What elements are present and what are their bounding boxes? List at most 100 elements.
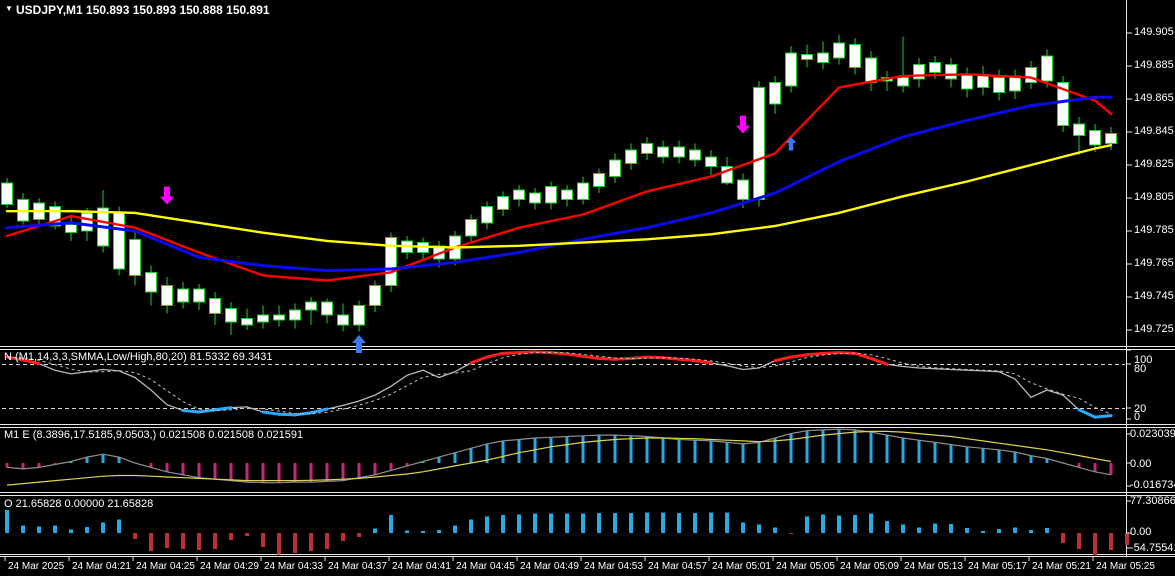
oscillator-bar [725, 512, 729, 533]
macd-histogram-bar [613, 435, 617, 463]
macd-histogram-bar [101, 454, 105, 463]
stoch-colored-segment [773, 355, 793, 363]
oscillator-bar [597, 512, 601, 533]
candle-body [769, 82, 781, 105]
stoch-colored-segment [549, 351, 569, 356]
ma-fast-red [5, 73, 1113, 282]
candle-body [753, 86, 765, 201]
oscillator-bar [1045, 528, 1049, 533]
time-axis-label: 24 Mar 05:21 [1032, 561, 1091, 572]
candle-body [385, 237, 397, 286]
macd-signal-line [6, 430, 1112, 486]
stoch-colored-segment [645, 355, 665, 360]
macd-histogram-bar [901, 438, 905, 463]
macd-histogram-bar [629, 435, 633, 463]
oscillator-bar [1061, 533, 1065, 543]
oscillator-bar [85, 527, 89, 533]
price-axis-label: 149.785 [1134, 224, 1174, 236]
oscillator-bar [981, 531, 985, 533]
oscillator-bar [501, 515, 505, 533]
macd-histogram-bar [1109, 463, 1113, 475]
time-axis-label: 24 Mar 05:13 [904, 561, 963, 572]
oscillator-bar [341, 533, 345, 541]
oscillator-bar [933, 523, 937, 533]
candle-body [833, 42, 845, 59]
stoch-axis-label: 0 [1134, 411, 1141, 423]
macd-histogram-bar [485, 443, 489, 463]
macd-histogram-bar [373, 463, 377, 475]
oscillator-bar [37, 526, 41, 533]
oscillator-bar [69, 529, 73, 533]
macd-histogram-bar [405, 463, 409, 466]
candle-body [337, 314, 349, 326]
oscillator-bar [357, 533, 361, 537]
macd-histogram-bar [213, 463, 217, 480]
time-axis-label: 24 Mar 05:17 [968, 561, 1027, 572]
macd-histogram-bar [581, 435, 585, 463]
oscillator-bar [789, 533, 793, 535]
candle-body [1025, 67, 1037, 84]
oscillator-bar [101, 522, 105, 533]
candle-body [289, 309, 301, 321]
candle-body [177, 288, 189, 303]
oscillator-bar [117, 519, 121, 533]
buy-arrow[interactable] [785, 136, 797, 151]
price-scale-drag-area[interactable] [1127, 0, 1175, 556]
macd-histogram-bar [949, 444, 953, 463]
stoch-colored-segment [213, 406, 233, 412]
oscillator-bar [853, 515, 857, 533]
oscillator-bar [53, 525, 57, 533]
oscillator-bar [1125, 533, 1129, 545]
price-axis-label: 149.845 [1134, 125, 1174, 137]
candle-body [1073, 123, 1085, 136]
buy-arrow[interactable] [352, 334, 366, 353]
stoch-colored-segment [309, 407, 329, 415]
price-axis-label: 149.725 [1134, 323, 1174, 335]
stoch-colored-segment [277, 412, 297, 417]
oscillator-bar [389, 515, 393, 533]
stoch-colored-segment [1077, 408, 1097, 419]
oscillator-bar [133, 533, 137, 539]
oscillator-bar [773, 527, 777, 533]
macd-histogram-bar [805, 430, 809, 463]
sell-arrow[interactable] [160, 186, 174, 205]
candle-body [593, 172, 605, 187]
oscillator-bar [1013, 527, 1017, 533]
osc-axis-label: -54.75541 [1130, 542, 1175, 554]
macd-histogram-bar [997, 449, 1001, 463]
macd-histogram-bar [549, 437, 553, 463]
candle-body [689, 149, 701, 161]
candle-body [1057, 82, 1069, 126]
oscillator-bar [213, 533, 217, 549]
candle-body [1105, 133, 1117, 145]
stoch-colored-segment [597, 356, 617, 361]
oscillator-bar [869, 513, 873, 533]
stoch-colored-segment [693, 359, 713, 365]
price-axis-label: 149.745 [1134, 290, 1174, 302]
oscillator-bar [149, 533, 153, 551]
macd-histogram-bar [533, 438, 537, 463]
candle-body [273, 314, 285, 321]
candle-body [129, 238, 141, 277]
macd-histogram-bar [5, 463, 9, 468]
candle-body [65, 223, 77, 234]
macd-histogram-bar [293, 463, 297, 483]
sell-arrow[interactable] [736, 115, 750, 134]
time-axis-label: 24 Mar 05:25 [1096, 561, 1155, 572]
chart-dropdown-icon[interactable]: ▼ [5, 4, 13, 13]
stoch-axis-label: 20 [1134, 403, 1147, 415]
stoch-signal-line [6, 351, 1112, 415]
price-axis-label: 149.805 [1134, 191, 1174, 203]
macd-histogram-bar [325, 463, 329, 482]
stoch-colored-segment [517, 350, 537, 355]
price-axis-label: 149.905 [1134, 26, 1174, 38]
candle-body [721, 166, 733, 184]
macd-histogram-bar [597, 435, 601, 463]
macd-histogram-bar [1013, 451, 1017, 463]
candle-body [913, 63, 925, 80]
oscillator-bar [997, 528, 1001, 533]
oscillator-bar [181, 533, 185, 549]
macd-histogram-bar [341, 463, 345, 481]
macd-histogram-bar [85, 457, 89, 463]
stochastic-indicator-title: N (M1,14,3,3,SMMA,Low/High,80,20) 81.533… [4, 351, 273, 363]
